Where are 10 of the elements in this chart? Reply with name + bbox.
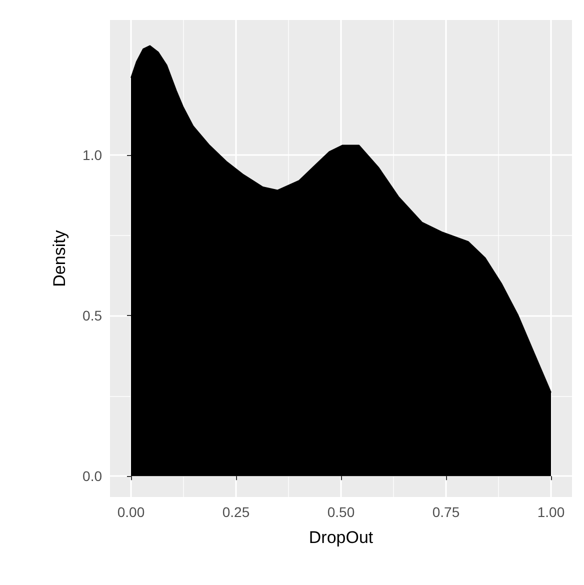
- y-axis-title: Density: [50, 230, 69, 287]
- x-tick-label: 0.00: [117, 504, 145, 520]
- x-tick-label: 0.50: [327, 504, 355, 520]
- x-tick-label: 0.25: [222, 504, 250, 520]
- x-tick-label: 0.75: [432, 504, 460, 520]
- x-tick-label: 1.00: [537, 504, 565, 520]
- y-tick-label: 0.5: [82, 308, 102, 324]
- y-tick-label: 0.0: [82, 468, 102, 484]
- y-tick-label: 1.0: [82, 146, 102, 163]
- x-axis-title: DropOut: [308, 528, 374, 547]
